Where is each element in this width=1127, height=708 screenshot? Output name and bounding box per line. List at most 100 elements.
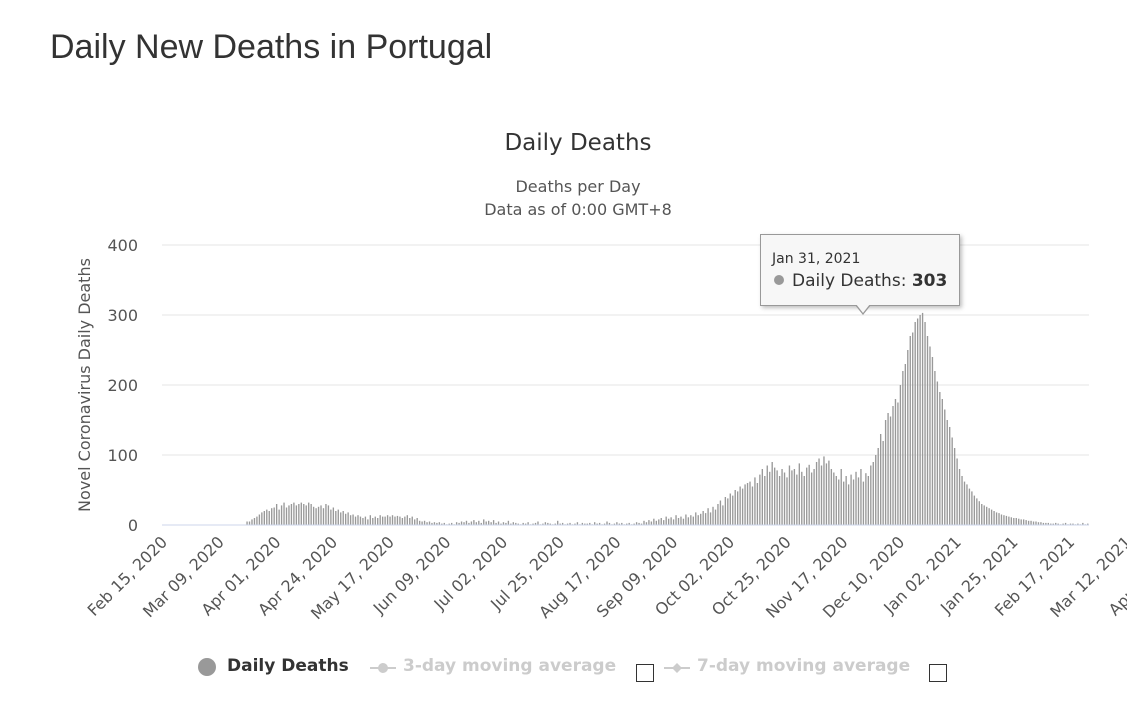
bar[interactable] [515,522,517,525]
bar[interactable] [455,522,458,525]
bar[interactable] [423,520,426,525]
bar[interactable] [953,448,956,525]
bar[interactable] [576,522,579,525]
bar[interactable] [1003,515,1005,525]
bar[interactable] [532,523,534,525]
bar[interactable] [803,476,805,525]
bar[interactable] [300,502,302,525]
bar[interactable] [973,495,976,525]
bar[interactable] [586,523,588,525]
bar[interactable] [1032,521,1035,526]
bar[interactable] [1050,523,1052,525]
bar[interactable] [394,516,396,525]
bar[interactable] [946,420,948,525]
bar[interactable] [547,522,549,525]
bar[interactable] [268,511,270,525]
bar[interactable] [497,521,500,526]
bar[interactable] [773,467,776,525]
bar[interactable] [621,522,623,525]
bar[interactable] [344,513,347,525]
bar[interactable] [1047,522,1049,525]
bar[interactable] [990,509,993,525]
bar[interactable] [995,512,998,525]
bar[interactable] [1005,515,1008,525]
bar[interactable] [850,474,852,525]
bar[interactable] [1069,523,1072,525]
bar[interactable] [778,476,781,525]
bar[interactable] [981,504,983,525]
bar[interactable] [460,521,463,526]
bar[interactable] [495,522,497,525]
bar[interactable] [566,523,569,525]
bar[interactable] [273,507,275,526]
bar[interactable] [372,518,374,525]
bar[interactable] [322,508,325,525]
bar[interactable] [806,467,808,525]
bar[interactable] [825,463,828,525]
bar[interactable] [976,498,978,525]
bar[interactable] [357,515,359,525]
bar[interactable] [534,522,537,525]
bar[interactable] [1015,518,1017,525]
bar[interactable] [295,505,298,525]
bar[interactable] [1052,523,1054,525]
bar[interactable] [298,504,300,525]
bar[interactable] [1027,520,1030,525]
bar[interactable] [769,471,771,525]
bar[interactable] [251,519,253,525]
bar[interactable] [411,516,413,525]
bar[interactable] [258,514,261,526]
bar[interactable] [934,371,936,525]
bar[interactable] [875,455,877,525]
bar[interactable] [594,522,596,525]
bar[interactable] [266,509,268,525]
bar[interactable] [470,521,473,526]
bar[interactable] [290,504,293,525]
bar[interactable] [569,522,571,525]
bar[interactable] [650,521,653,526]
bar[interactable] [909,336,911,525]
bar[interactable] [983,505,985,525]
bar[interactable] [993,511,995,525]
bar[interactable] [369,515,372,525]
bar[interactable] [487,520,490,525]
bar[interactable] [517,523,519,525]
bar[interactable] [751,486,754,526]
bar[interactable] [884,420,887,525]
bar[interactable] [317,506,320,525]
bar[interactable] [379,515,381,525]
bar[interactable] [283,502,285,525]
bar[interactable] [872,462,874,525]
checkbox-3-day-moving-average[interactable] [636,664,654,682]
bar[interactable] [359,516,362,525]
bar[interactable] [835,476,837,525]
bar[interactable] [899,385,902,525]
bar[interactable] [340,512,342,525]
bar[interactable] [433,522,436,525]
bar[interactable] [638,522,640,525]
bar[interactable] [931,357,934,525]
bar[interactable] [756,483,759,525]
bar[interactable] [801,471,803,525]
bar[interactable] [367,519,369,525]
bar[interactable] [335,511,337,525]
bar[interactable] [939,392,941,525]
bar[interactable] [396,515,399,525]
bar[interactable] [465,520,468,525]
bar[interactable] [426,522,428,525]
bar[interactable] [648,520,650,525]
bar[interactable] [916,318,919,526]
bar[interactable] [852,479,855,526]
bar[interactable] [271,508,273,525]
bar[interactable] [704,513,707,525]
bar[interactable] [810,472,813,526]
bar[interactable] [667,518,670,525]
bar[interactable] [431,522,433,525]
bar[interactable] [337,509,339,525]
bar[interactable] [303,504,305,525]
bar[interactable] [707,508,709,525]
bar[interactable] [781,469,783,525]
bar[interactable] [320,505,322,525]
bar[interactable] [860,469,862,525]
bar[interactable] [500,523,502,525]
